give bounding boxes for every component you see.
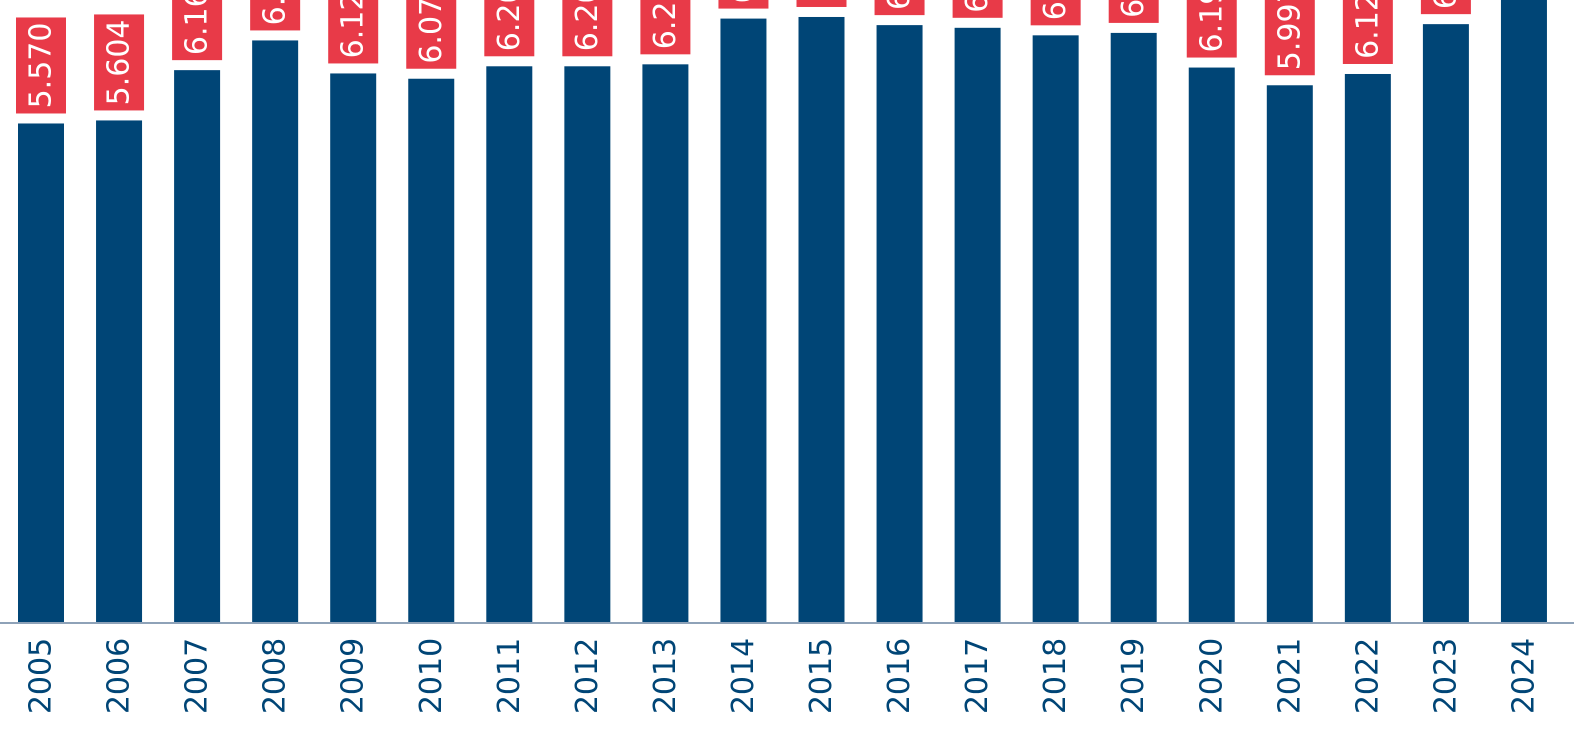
data-label-box-2016	[874, 0, 925, 16]
bar-2013	[642, 64, 689, 622]
data-label-2015: 6.760	[804, 0, 839, 2]
bar-2005	[18, 123, 64, 622]
bar-2010	[408, 78, 455, 623]
x-tick-label-2011: 2011	[492, 638, 527, 714]
x-tick-label-2018: 2018	[1038, 638, 1073, 714]
data-label-box-2022	[1342, 0, 1393, 64]
x-tick-label-2016: 2016	[882, 638, 917, 714]
data-label-2005: 5.570	[24, 23, 59, 109]
x-tick-label-2024: 2024	[1506, 638, 1541, 714]
bar-2018	[1032, 35, 1079, 622]
data-label-box-2015	[796, 0, 847, 7]
data-label-2009: 6.129	[336, 0, 371, 58]
bar-2022	[1344, 73, 1391, 623]
data-label-2023: 6.680	[1428, 0, 1463, 9]
x-tick-label-2005: 2005	[24, 638, 59, 714]
x-tick-label-2007: 2007	[180, 638, 215, 714]
x-tick-label-2010: 2010	[414, 638, 449, 714]
x-tick-label-2014: 2014	[726, 638, 761, 714]
bar-2023	[1422, 24, 1469, 622]
bar-2007	[174, 70, 221, 622]
data-label-box-2009	[328, 0, 379, 64]
data-label-box-2019	[1108, 0, 1159, 23]
data-label-box-2012	[562, 0, 613, 57]
data-label-2010: 6.070	[414, 0, 449, 64]
data-label-box-2011	[484, 0, 535, 57]
data-label-2013: 6.231	[648, 0, 683, 49]
data-label-2007: 6.166	[180, 0, 215, 55]
x-tick-label-2015: 2015	[804, 638, 839, 714]
bar-2014	[720, 18, 767, 622]
bar-2020	[1188, 67, 1235, 623]
bars-group	[18, 0, 1547, 623]
data-labels-group: 5.570 5.604 6.166 6.498 6.129 6.070 6.209 6.209…	[16, 0, 1471, 114]
data-label-2022: 6.123	[1350, 0, 1385, 59]
data-label-box-2017	[952, 0, 1003, 18]
bar-2021	[1266, 85, 1313, 622]
data-label-2018: 6.555	[1038, 0, 1073, 20]
data-label-2012: 6.209	[570, 0, 605, 51]
data-label-box-2013	[640, 0, 691, 55]
x-tick-label-2013: 2013	[648, 638, 683, 714]
data-label-box-2014	[718, 0, 769, 9]
data-label-box-2023	[1420, 0, 1471, 15]
data-label-box-2007	[172, 0, 223, 61]
bar-2017	[954, 27, 1001, 623]
bar-2009	[330, 73, 377, 622]
data-label-2008: 6.498	[258, 0, 293, 25]
data-label-box-2005	[16, 17, 66, 114]
data-label-box-2010	[406, 0, 457, 69]
data-label-2019: 6.582	[1116, 0, 1151, 18]
x-tick-label-2021: 2021	[1272, 638, 1307, 714]
bar-2024	[1500, 0, 1547, 623]
data-label-2021: 5.997	[1272, 0, 1307, 70]
data-label-2017: 6.639	[960, 0, 995, 13]
data-label-box-2008	[250, 0, 301, 31]
data-label-2011: 6.209	[492, 0, 527, 51]
x-tick-label-2017: 2017	[960, 638, 995, 714]
data-label-2006: 5.604	[102, 19, 137, 105]
bar-2008	[252, 40, 299, 623]
x-tick-label-2009: 2009	[336, 638, 371, 714]
x-tick-labels-group: 2005 2006 2007 2008 2009 2010 2011 2012 2013 2014…	[24, 638, 1542, 714]
bar-2016	[876, 25, 923, 623]
bar-2019	[1110, 32, 1157, 623]
x-tick-label-2008: 2008	[258, 638, 293, 714]
bar-2006	[96, 120, 143, 622]
data-label-box-2018	[1030, 0, 1081, 26]
bar-2011	[486, 66, 533, 623]
x-tick-label-2006: 2006	[102, 638, 137, 714]
data-label-2020: 6.195	[1194, 0, 1229, 52]
data-label-box-2020	[1186, 0, 1237, 58]
x-tick-label-2019: 2019	[1116, 638, 1151, 714]
bar-2015	[798, 16, 845, 623]
x-tick-label-2022: 2022	[1350, 638, 1385, 714]
data-label-2016: 6.669	[882, 0, 917, 10]
x-tick-label-2012: 2012	[570, 638, 605, 714]
data-label-box-2006	[94, 14, 145, 111]
bar-2012	[564, 66, 611, 623]
data-label-box-2021	[1264, 0, 1315, 76]
data-label-2014: 6.742	[726, 0, 761, 4]
x-tick-label-2020: 2020	[1194, 638, 1229, 714]
x-tick-label-2023: 2023	[1428, 638, 1463, 714]
